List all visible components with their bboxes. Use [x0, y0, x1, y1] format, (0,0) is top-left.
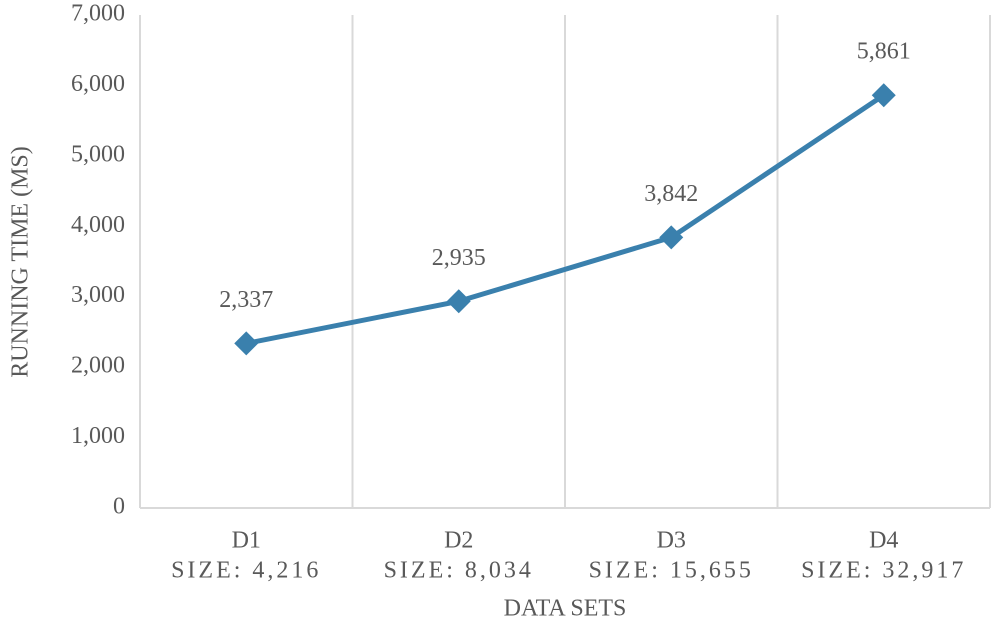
data-marker: [446, 289, 471, 314]
x-tick-label: D1: [232, 528, 261, 554]
x-tick-label: D4: [869, 528, 898, 554]
data-label: 2,337: [219, 287, 273, 313]
y-tick-label: 0: [113, 494, 125, 520]
x-axis-title: DATA SETS: [504, 596, 627, 622]
data-label: 3,842: [644, 181, 698, 207]
y-tick-label: 1,000: [71, 423, 125, 449]
y-tick-label: 5,000: [71, 141, 125, 167]
data-marker: [659, 225, 684, 250]
data-line: [245, 93, 886, 346]
x-tick-sublabel: SIZE: 8,034: [384, 558, 534, 584]
x-tick-label: D2: [444, 528, 473, 554]
data-label: 5,861: [857, 39, 911, 65]
y-tick-label: 4,000: [71, 212, 125, 238]
data-marker: [871, 83, 896, 108]
y-tick-label: 6,000: [71, 71, 125, 97]
y-tick-label: 2,000: [71, 353, 125, 379]
x-tick-sublabel: SIZE: 32,917: [801, 558, 966, 584]
data-label: 2,935: [432, 245, 486, 271]
y-tick-label: 7,000: [71, 1, 125, 27]
y-axis-title: RUNNING TIME (MS): [8, 146, 34, 378]
y-tick-label: 3,000: [71, 282, 125, 308]
x-tick-sublabel: SIZE: 4,216: [171, 558, 321, 584]
x-tick-sublabel: SIZE: 15,655: [589, 558, 754, 584]
x-tick-label: D3: [657, 528, 686, 554]
data-marker: [234, 331, 259, 356]
